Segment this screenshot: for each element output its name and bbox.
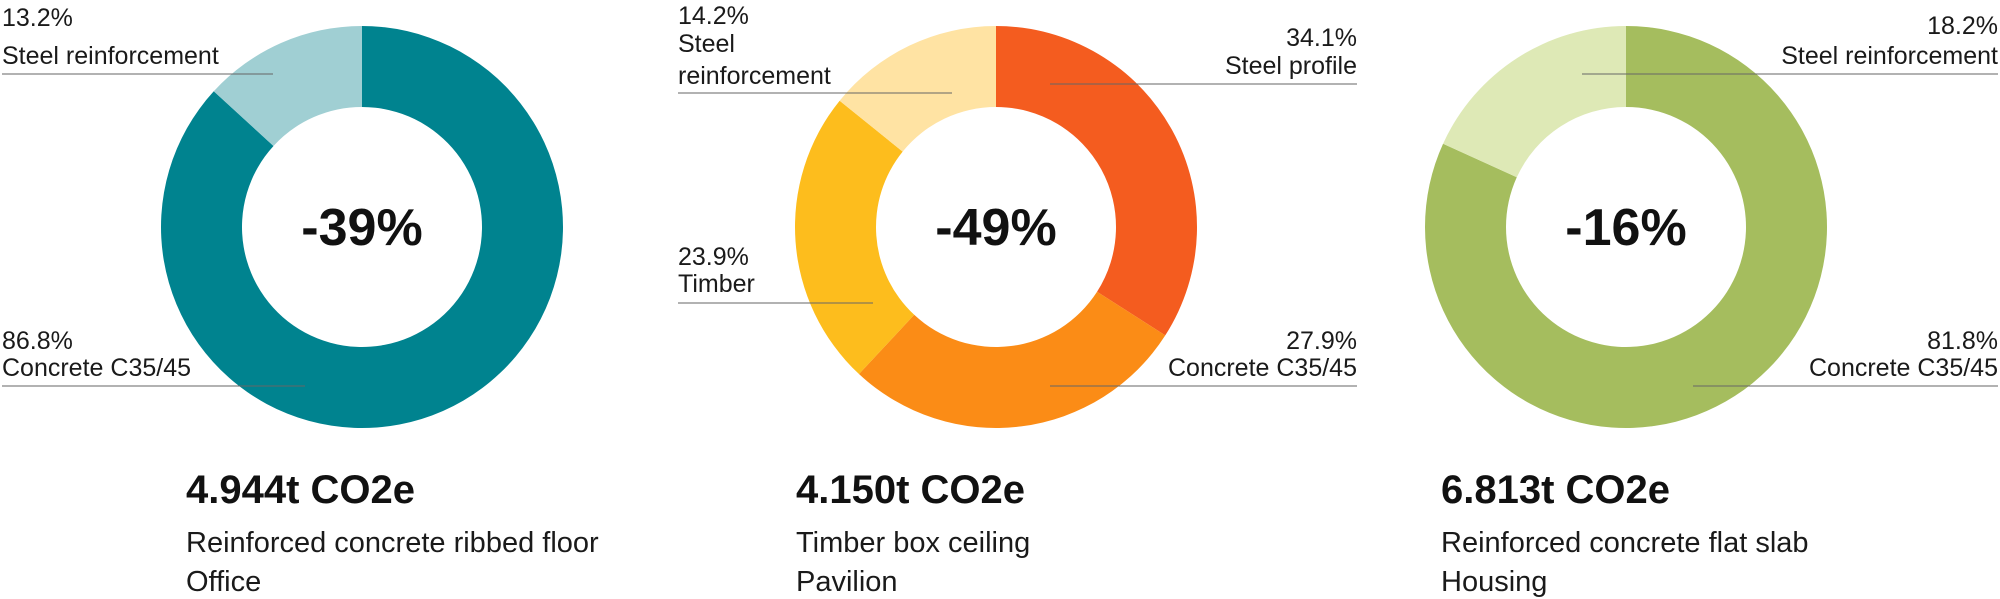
slice-name-label: Steel reinforcement xyxy=(1781,42,1998,70)
slice-percent-label: 13.2% xyxy=(2,4,73,32)
slice-name-label: Timber xyxy=(678,270,755,298)
building-type: Office xyxy=(186,566,261,598)
slice-percent-label: 81.8% xyxy=(1927,327,1998,355)
donut-slice xyxy=(794,100,915,375)
system-description: Reinforced concrete ribbed floor xyxy=(186,527,599,559)
donut-slice xyxy=(858,291,1166,429)
total-co2e: 4.944t CO2e xyxy=(186,468,415,512)
center-percentage: -16% xyxy=(1565,199,1686,257)
donut-slice xyxy=(1424,26,1827,428)
slice-percent-label: 34.1% xyxy=(1286,24,1357,52)
slice-percent-label: 23.9% xyxy=(678,243,749,271)
donut-slice xyxy=(996,26,1197,336)
slice-name-label: Concrete C35/45 xyxy=(1168,354,1357,382)
total-co2e: 4.150t CO2e xyxy=(796,468,1025,512)
slice-percent-label: 14.2% xyxy=(678,2,749,30)
building-type: Housing xyxy=(1441,566,1547,598)
system-description: Timber box ceiling xyxy=(796,527,1030,559)
slice-name-label: Steel profile xyxy=(1225,52,1357,80)
center-percentage: -49% xyxy=(935,199,1056,257)
slice-name-label: Concrete C35/45 xyxy=(1809,354,1998,382)
center-percentage: -39% xyxy=(301,199,422,257)
donut-slice xyxy=(1443,26,1626,178)
slice-name-label: Steel reinforcement xyxy=(2,42,219,70)
slice-name-label: Concrete C35/45 xyxy=(2,354,191,382)
slice-name-label: reinforcement xyxy=(678,62,831,90)
donut-slice xyxy=(839,26,996,152)
donut-slice xyxy=(160,26,563,428)
slice-percent-label: 86.8% xyxy=(2,327,73,355)
donut-slice xyxy=(213,26,362,146)
building-type: Pavilion xyxy=(796,566,898,598)
slice-percent-label: 27.9% xyxy=(1286,327,1357,355)
slice-name-label: Steel xyxy=(678,30,735,58)
total-co2e: 6.813t CO2e xyxy=(1441,468,1670,512)
slice-percent-label: 18.2% xyxy=(1927,12,1998,40)
system-description: Reinforced concrete flat slab xyxy=(1441,527,1809,559)
